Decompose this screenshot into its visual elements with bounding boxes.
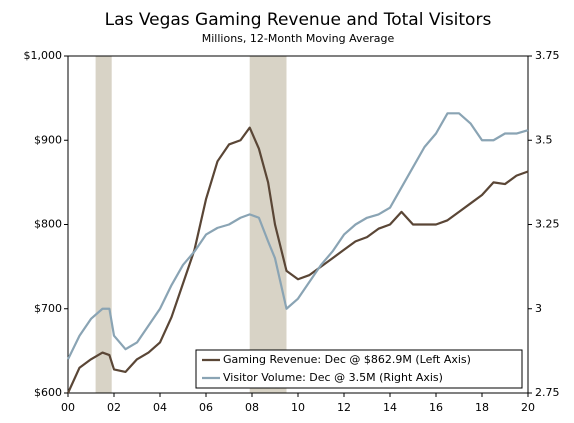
x-tick-label: 14 [383, 401, 397, 414]
x-tick-label: 18 [475, 401, 489, 414]
legend-label: Gaming Revenue: Dec @ $862.9M (Left Axis… [223, 353, 471, 366]
x-tick-label: 00 [61, 401, 75, 414]
y2-tick-label: 2.75 [535, 386, 560, 399]
recession-shade [249, 56, 287, 393]
y-tick-label: $1,000 [24, 49, 63, 62]
series-line [67, 112, 529, 360]
y2-tick-label: 3.5 [535, 133, 553, 146]
x-tick-label: 04 [153, 401, 167, 414]
recession-shade [95, 56, 112, 393]
y2-tick-label: 3.75 [535, 49, 560, 62]
y-tick-label: $600 [34, 386, 62, 399]
y2-tick-label: 3 [535, 302, 542, 315]
x-tick-label: 08 [245, 401, 259, 414]
y-tick-label: $900 [34, 133, 62, 146]
y-tick-label: $800 [34, 218, 62, 231]
x-tick-label: 16 [429, 401, 443, 414]
y2-tick-label: 3.25 [535, 218, 560, 231]
x-tick-label: 20 [521, 401, 535, 414]
x-tick-label: 12 [337, 401, 351, 414]
legend-label: Visitor Volume: Dec @ 3.5M (Right Axis) [223, 371, 443, 384]
chart-title: Las Vegas Gaming Revenue and Total Visit… [105, 10, 492, 30]
series-line [66, 126, 529, 394]
y-tick-label: $700 [34, 302, 62, 315]
x-tick-label: 10 [291, 401, 305, 414]
x-tick-label: 02 [107, 401, 121, 414]
chart-subtitle: Millions, 12-Month Moving Average [202, 32, 395, 45]
legend-box [195, 349, 523, 389]
x-tick-label: 06 [199, 401, 213, 414]
